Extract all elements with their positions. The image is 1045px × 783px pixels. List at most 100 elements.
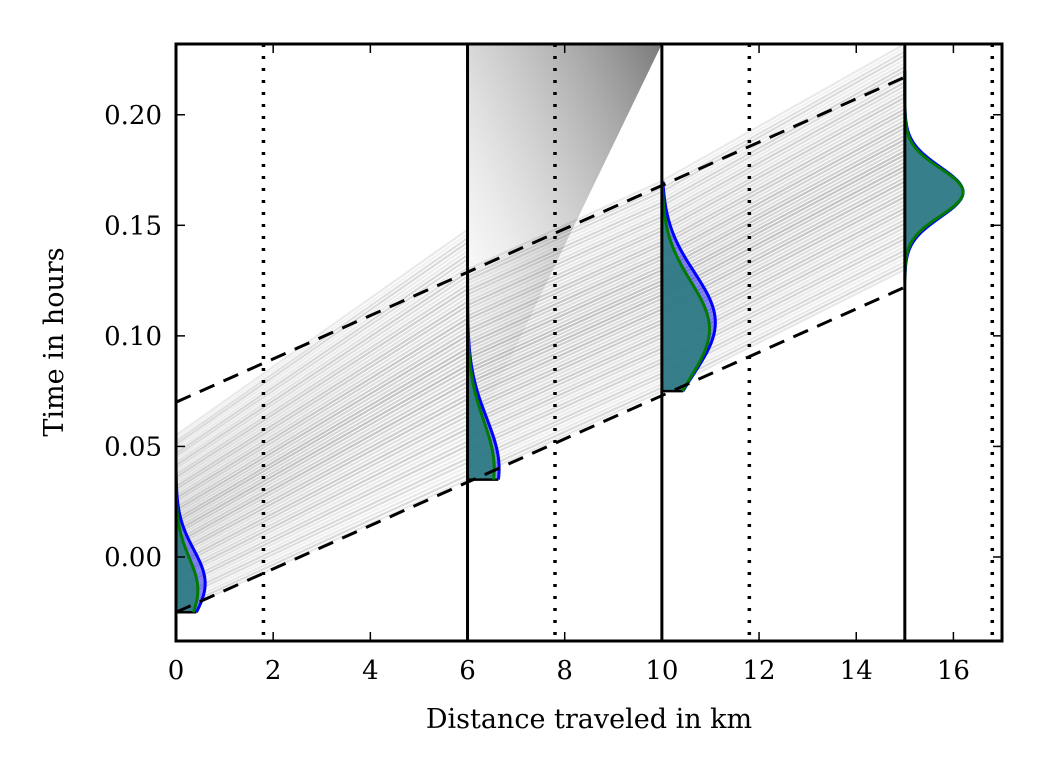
trajectory-line — [176, 440, 469, 587]
trajectory-line — [467, 301, 663, 392]
trajectory-line — [176, 436, 469, 584]
trajectory-line — [661, 127, 906, 261]
trajectory-line — [661, 73, 906, 211]
trajectory-line — [661, 165, 906, 296]
trajectory-line — [661, 150, 906, 282]
y-tick-label: 0.20 — [104, 101, 162, 131]
x-tick-label: 0 — [168, 656, 185, 686]
trajectory-line — [467, 383, 663, 474]
trajectory-line — [176, 275, 469, 470]
trajectory-line — [467, 201, 663, 292]
trajectory-line — [467, 336, 663, 428]
trajectory-line — [176, 245, 469, 449]
x-tick-label: 16 — [937, 656, 970, 686]
trajectory-line — [176, 474, 468, 611]
trajectory-line — [661, 111, 906, 247]
trajectory-line — [661, 188, 906, 318]
trajectory-line — [467, 318, 663, 410]
trajectory-line — [176, 237, 469, 443]
trajectory-line — [467, 372, 663, 463]
trajectory-bundle-2 — [661, 44, 906, 393]
distribution-green-fill — [661, 181, 710, 392]
trajectory-line — [467, 315, 663, 406]
trajectory-line — [661, 146, 906, 279]
trajectory-line — [176, 283, 469, 476]
trajectory-line — [176, 461, 468, 602]
trajectory-line — [176, 453, 469, 596]
trajectory-line — [661, 50, 906, 190]
trajectory-line — [467, 212, 663, 303]
trajectory-line — [176, 406, 469, 563]
trajectory-line — [467, 368, 663, 460]
fan-region — [467, 44, 662, 447]
x-tick-label: 12 — [743, 656, 776, 686]
trajectory-line — [661, 153, 906, 286]
y-axis-label: Time in hours — [39, 247, 70, 436]
y-tick-label: 0.05 — [104, 432, 162, 462]
trajectory-line — [661, 260, 906, 386]
distribution-green-fill — [904, 70, 964, 281]
trajectory-line — [176, 351, 469, 524]
trajectory-line — [176, 288, 469, 479]
trajectory-line — [661, 100, 906, 236]
trajectory-line — [661, 96, 906, 232]
distribution-blue-curve — [661, 180, 717, 392]
trajectory-line — [176, 465, 468, 605]
distribution-green-curve — [660, 181, 711, 392]
trajectory-line — [661, 119, 906, 254]
trajectory-line — [467, 222, 663, 314]
trajectory-line — [467, 322, 663, 413]
trajectory-line — [467, 269, 663, 360]
trajectory-line — [661, 108, 906, 243]
trajectory-line — [176, 300, 469, 488]
y-tick-label: 0.00 — [104, 543, 162, 573]
trajectory-line — [176, 343, 469, 518]
trajectory-line — [467, 290, 663, 381]
trajectory-line — [467, 375, 663, 467]
trajectory-line — [176, 271, 469, 467]
x-tick-label: 10 — [645, 656, 678, 686]
trajectory-line — [467, 251, 663, 342]
envelope-line-0 — [176, 75, 906, 404]
trajectory-line — [467, 354, 663, 445]
trajectory-line — [661, 184, 906, 314]
trajectory-line — [661, 58, 906, 197]
trajectory-line — [467, 244, 663, 335]
trajectory-line — [661, 65, 906, 204]
trajectory-line — [176, 266, 469, 464]
trajectory-line — [661, 169, 906, 300]
trajectory-line — [467, 226, 663, 317]
trajectory-line — [176, 279, 469, 473]
trajectory-line — [467, 237, 663, 328]
trajectory-line — [176, 457, 469, 599]
trajectory-line — [661, 142, 906, 275]
distribution-green-fill — [467, 269, 495, 480]
trajectory-line — [661, 69, 906, 207]
trajectory-line — [176, 296, 469, 485]
trajectory-line — [176, 398, 469, 557]
trajectory-line — [661, 264, 906, 389]
trajectory-line — [467, 379, 663, 470]
trajectory-line — [176, 321, 469, 503]
trajectory-line — [661, 134, 906, 268]
trajectory-line — [467, 276, 663, 367]
trajectory-line — [467, 311, 663, 403]
trajectory-line — [467, 347, 663, 438]
trajectory-line — [176, 393, 469, 554]
trajectory-line — [661, 123, 906, 257]
x-tick-label: 6 — [459, 656, 476, 686]
trajectory-line — [467, 229, 663, 321]
trajectory-line — [467, 294, 663, 385]
trajectory-line — [176, 313, 469, 497]
trajectory-line — [467, 279, 663, 371]
trajectory-line — [176, 372, 469, 539]
trajectory-line — [467, 258, 663, 349]
trajectory-line — [661, 44, 906, 183]
trajectory-line — [467, 240, 663, 332]
trajectory-line — [467, 329, 663, 421]
trajectory-line — [467, 350, 663, 442]
trajectory-line — [467, 190, 663, 282]
trajectory-line — [467, 343, 663, 435]
trajectory-line — [467, 261, 663, 353]
trajectory-line — [467, 215, 663, 307]
